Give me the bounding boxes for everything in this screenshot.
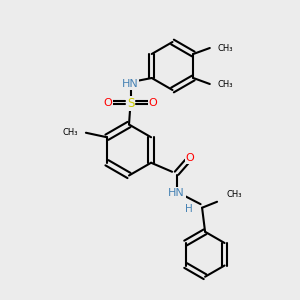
Text: CH₃: CH₃: [226, 190, 242, 199]
Text: H: H: [185, 204, 193, 214]
Text: O: O: [103, 98, 112, 109]
Text: O: O: [148, 98, 158, 109]
Text: S: S: [127, 97, 134, 110]
Text: O: O: [186, 153, 194, 163]
Text: HN: HN: [122, 79, 139, 89]
Text: HN: HN: [168, 188, 185, 198]
Text: CH₃: CH₃: [217, 44, 233, 52]
Text: CH₃: CH₃: [217, 80, 233, 88]
Text: CH₃: CH₃: [63, 128, 78, 137]
